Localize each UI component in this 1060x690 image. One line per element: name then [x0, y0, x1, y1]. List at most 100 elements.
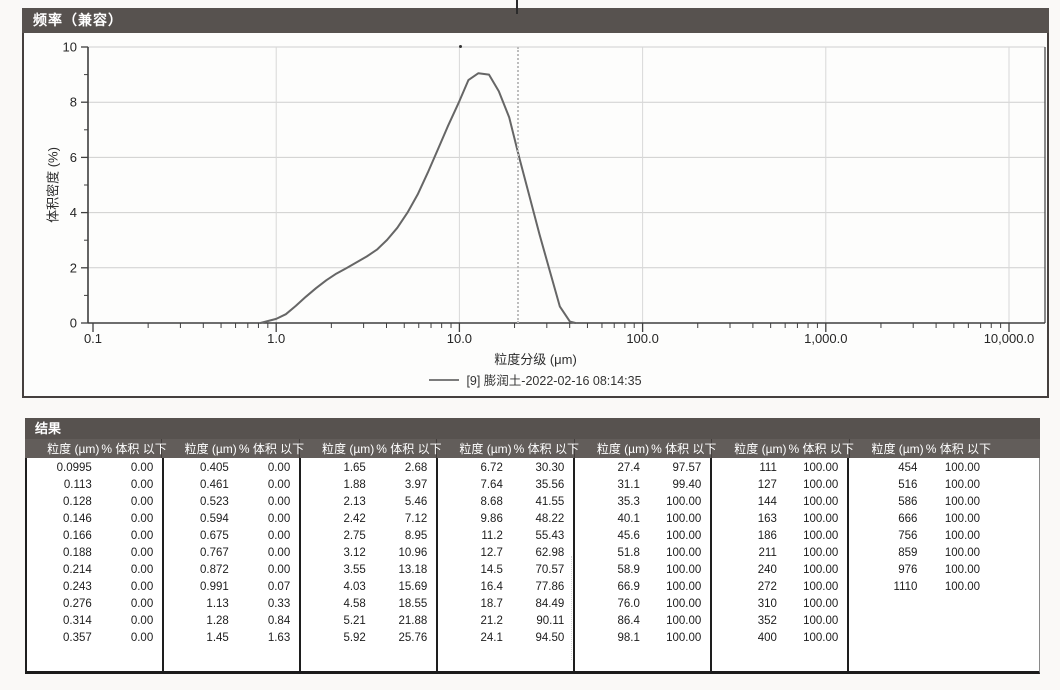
- frequency-curve: [259, 72, 577, 324]
- table-row: 240 100.00: [712, 562, 847, 579]
- pct-volume-under-value: 30.30: [535, 462, 565, 474]
- table-row: 0.113 0.00: [27, 477, 162, 494]
- pct-volume-under-value: 100.00: [666, 615, 702, 627]
- pct-volume-under-value: 0.00: [130, 547, 154, 559]
- pct-volume-under-value: 70.57: [535, 564, 565, 576]
- size-value: 0.166: [63, 530, 92, 542]
- size-value: 16.4: [480, 581, 503, 593]
- pct-volume-under-value: 0.00: [267, 530, 291, 542]
- legend-line-icon: [429, 378, 460, 381]
- pct-volume-under-value: 25.76: [398, 632, 428, 644]
- pct-volume-under-value: 100.00: [666, 513, 702, 525]
- size-column-header: 粒度 (µm): [734, 442, 787, 456]
- size-value: 8.68: [480, 496, 503, 508]
- size-column-header: 粒度 (µm): [47, 442, 100, 456]
- size-value: 11.2: [481, 530, 503, 542]
- size-value: 211: [758, 547, 777, 559]
- results-column-group: 0.0995 0.00 0.113 0.00 0.128 0.00 0.146 0.00 0.1…: [27, 458, 165, 671]
- scan-fold-line: [517, 47, 519, 323]
- table-row: 0.128 0.00: [27, 494, 162, 511]
- results-column-group: 1.65 2.68 1.88 3.97 2.13 5.46 2.42 7.12 2.75 8.95…: [301, 458, 439, 671]
- pct-volume-under-value: 100.00: [803, 547, 839, 559]
- table-row: 3.55 13.18: [301, 562, 436, 579]
- pct-volume-under-value: 84.49: [535, 598, 565, 610]
- scan-speck: [459, 45, 462, 48]
- size-value: 859: [898, 547, 918, 559]
- pct-volume-under-value: 0.00: [130, 598, 154, 610]
- size-column-header: 粒度 (µm): [596, 442, 650, 456]
- legend-series-label: [9] 膨润土-2022-02-16 08:14:35: [466, 374, 642, 388]
- size-value: 5.92: [343, 632, 366, 644]
- size-value: 51.8: [617, 547, 640, 559]
- x-tick-label: 1.0: [267, 331, 285, 346]
- size-value: 240: [757, 564, 777, 576]
- size-value: 40.1: [617, 513, 640, 525]
- pct-volume-under-value: 0.00: [267, 496, 291, 508]
- pct-volume-under-value: 8.95: [404, 530, 428, 542]
- size-value: 516: [898, 479, 918, 491]
- size-value: 1.13: [206, 598, 229, 610]
- pct-volume-under-value: 0.07: [267, 581, 291, 593]
- table-row: 6.72 30.30: [438, 460, 573, 477]
- x-tick-label: 10,000.0: [984, 331, 1035, 346]
- results-column-group: 111 100.00 127 100.00 144 100.00 163 100.00 186 1…: [712, 458, 850, 671]
- size-value: 98.1: [617, 632, 640, 644]
- size-value: 0.188: [63, 547, 92, 559]
- pct-volume-under-value: 100.00: [666, 564, 702, 576]
- pct-volume-under-column-header: % 体积 以下: [788, 442, 854, 456]
- size-value: 976: [898, 564, 918, 576]
- table-row: 51.8 100.00: [575, 545, 710, 562]
- table-row: 756 100.00: [849, 528, 1039, 545]
- table-row: 18.7 84.49: [438, 596, 573, 613]
- pct-volume-under-value: 100.00: [944, 581, 981, 593]
- table-row: 976 100.00: [849, 562, 1039, 579]
- results-column-group: 6.72 30.30 7.64 35.56 8.68 41.55 9.86 48.22 11.2…: [438, 458, 576, 671]
- table-row: 0.214 0.00: [27, 562, 162, 579]
- size-value: 1110: [893, 581, 918, 593]
- results-column-group: 454 100.00 516 100.00 586 100.00 666 100.00 756 1…: [849, 458, 1039, 671]
- table-row: 98.1 100.00: [575, 630, 710, 647]
- table-row: 1.13 0.33: [164, 596, 299, 613]
- size-value: 0.461: [200, 479, 229, 491]
- pct-volume-under-value: 48.22: [535, 513, 565, 525]
- size-value: 0.128: [63, 496, 92, 508]
- table-row: 586 100.00: [849, 494, 1039, 511]
- pct-volume-under-value: 7.12: [404, 513, 428, 525]
- table-row: 127 100.00: [712, 477, 847, 494]
- table-row: 5.21 21.88: [301, 613, 436, 630]
- table-row: 211 100.00: [712, 545, 847, 562]
- table-row: 0.276 0.00: [27, 596, 162, 613]
- pct-volume-under-column-header: % 体积 以下: [925, 442, 992, 456]
- table-row: 0.0995 0.00: [27, 460, 162, 477]
- size-value: 0.872: [200, 564, 229, 576]
- pct-volume-under-value: 100.00: [803, 530, 839, 542]
- results-column-group-header: 粒度 (µm)% 体积 以下: [162, 439, 304, 458]
- pct-volume-under-value: 100.00: [666, 496, 702, 508]
- size-value: 2.13: [343, 496, 366, 508]
- table-row: 8.68 41.55: [438, 494, 573, 511]
- table-row: 2.13 5.46: [301, 494, 436, 511]
- pct-volume-under-value: 0.84: [267, 615, 291, 627]
- pct-volume-under-value: 35.56: [535, 479, 565, 491]
- size-value: 5.21: [343, 615, 366, 627]
- pct-volume-under-value: 100.00: [803, 632, 839, 644]
- pct-volume-under-value: 100.00: [803, 479, 839, 491]
- size-value: 6.72: [480, 462, 503, 474]
- table-row: 272 100.00: [712, 579, 847, 596]
- pct-volume-under-value: 0.00: [267, 564, 291, 576]
- size-value: 144: [757, 496, 777, 508]
- table-row: 66.9 100.00: [575, 579, 710, 596]
- size-value: 12.7: [480, 547, 503, 559]
- size-value: 31.1: [617, 479, 640, 491]
- pct-volume-under-column-header: % 体积 以下: [376, 442, 442, 456]
- size-value: 0.0995: [56, 462, 92, 474]
- size-value: 163: [757, 513, 777, 525]
- table-row: 400 100.00: [712, 630, 847, 647]
- table-row: 163 100.00: [712, 511, 847, 528]
- pct-volume-under-value: 15.69: [398, 581, 428, 593]
- frequency-panel-title: 频率（兼容）: [22, 8, 1049, 33]
- size-value: 186: [757, 530, 777, 542]
- pct-volume-under-value: 99.40: [672, 479, 702, 491]
- pct-volume-under-value: 100.00: [803, 598, 839, 610]
- size-column-header: 粒度 (µm): [871, 442, 924, 456]
